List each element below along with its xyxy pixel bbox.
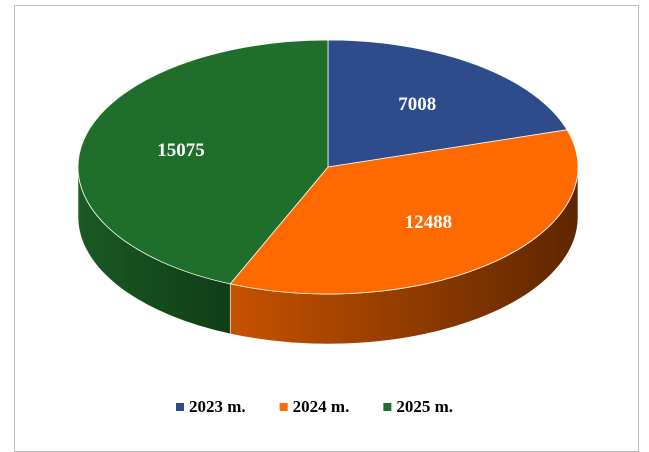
pie-slice <box>229 129 579 295</box>
legend-swatch <box>383 403 392 411</box>
legend-swatch <box>279 403 288 411</box>
data-label: 7008 <box>398 94 436 115</box>
data-label: 12488 <box>405 212 453 233</box>
legend-label: 2025 m. <box>396 397 453 416</box>
legend-swatch <box>176 403 184 411</box>
legend-label: 2024 m. <box>293 397 350 416</box>
pie-slice <box>77 39 329 285</box>
pie-slice <box>327 39 568 168</box>
legend-label: 2023 m. <box>189 397 246 416</box>
data-label: 15075 <box>157 140 205 161</box>
